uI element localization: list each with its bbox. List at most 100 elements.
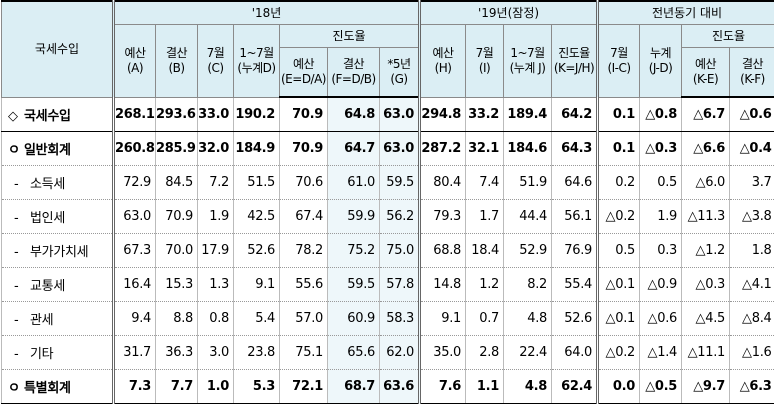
row-label: -법인세: [2, 200, 114, 234]
cell: 23.8: [234, 336, 280, 370]
cell: 3.0: [198, 336, 234, 370]
row-label-text: 관세: [30, 313, 53, 328]
cell: △1.2: [682, 234, 730, 268]
header-line: 예산: [115, 46, 155, 61]
cell: 67.4: [280, 200, 328, 234]
cell: 190.2: [234, 97, 280, 132]
row-marker: -: [14, 245, 30, 260]
cell: 70.9: [156, 200, 198, 234]
cell: 63.0: [380, 97, 420, 132]
group-header: '18년: [114, 1, 420, 25]
subgroup-header: 진도율: [682, 25, 774, 48]
cell: 9.1: [234, 268, 280, 302]
header-line: 7월: [599, 46, 639, 61]
column-header: 7월(C): [198, 25, 234, 98]
cell: 64.0: [552, 336, 598, 370]
column-header: 결산(B): [156, 25, 198, 98]
cell: 72.1: [280, 370, 328, 404]
cell: 7.6: [420, 370, 466, 404]
cell: 56.2: [380, 200, 420, 234]
cell: 67.3: [114, 234, 156, 268]
header-line: 진도율: [552, 46, 596, 61]
cell: 14.8: [420, 268, 466, 302]
header-line: (B): [156, 61, 197, 76]
header-line: 7월: [466, 46, 503, 61]
cell: 65.6: [328, 336, 380, 370]
cell: 9.1: [420, 302, 466, 336]
cell: 5.3: [234, 370, 280, 404]
cell: 75.0: [380, 234, 420, 268]
cell: △4.5: [682, 302, 730, 336]
row-label-text: 법인세: [30, 211, 65, 226]
cell: 44.4: [504, 200, 552, 234]
row-label-text: 부가가치세: [30, 245, 88, 260]
row-label: ◇국세수입: [2, 97, 114, 132]
cell: 42.5: [234, 200, 280, 234]
cell: 63.6: [380, 370, 420, 404]
column-header: 예산(E=D/A): [280, 48, 328, 98]
column-header: 예산(K-E): [682, 48, 730, 98]
cell: △4.1: [730, 268, 774, 302]
cell: △0.3: [682, 268, 730, 302]
cell: 1.8: [730, 234, 774, 268]
cell: 1.7: [466, 200, 504, 234]
column-header: 결산(F=D/B): [328, 48, 380, 98]
cell: 22.4: [504, 336, 552, 370]
cell: 1.2: [466, 268, 504, 302]
header-line: (K=J/H): [552, 61, 596, 76]
header-line: *5년: [380, 57, 418, 72]
cell: 15.3: [156, 268, 198, 302]
cell: △0.2: [598, 200, 640, 234]
column-header: 7월(I): [466, 25, 504, 98]
cell: 33.2: [466, 97, 504, 132]
header-line: (누계D): [234, 61, 279, 76]
cell: 75.2: [328, 234, 380, 268]
cell: 0.5: [640, 166, 682, 200]
cell: △0.9: [640, 268, 682, 302]
header-line: (F=D/B): [328, 72, 379, 87]
cell: 72.9: [114, 166, 156, 200]
cell: 64.2: [552, 97, 598, 132]
cell: 55.6: [280, 268, 328, 302]
cell: 2.8: [466, 336, 504, 370]
table-header: 국세수입 '18년 '19년(잠정) 전년동기 대비 예산(A) 결산(B) 7…: [2, 1, 774, 97]
cell: △1.6: [730, 336, 774, 370]
cell: △11.1: [682, 336, 730, 370]
cell: 59.5: [380, 166, 420, 200]
column-header: 7월(I-C): [598, 25, 640, 98]
cell: 7.3: [114, 370, 156, 404]
cell: 0.0: [598, 370, 640, 404]
cell: 287.2: [420, 132, 466, 166]
row-marker: ㅇ: [8, 139, 24, 158]
cell: 1.0: [198, 370, 234, 404]
row-label-text: 일반회계: [24, 143, 71, 158]
column-header: 1~7월(누계 J): [504, 25, 552, 98]
cell: 62.0: [380, 336, 420, 370]
cell: △9.7: [682, 370, 730, 404]
row-marker: -: [14, 177, 30, 192]
cell: 57.8: [380, 268, 420, 302]
header-line: (K-F): [730, 72, 774, 87]
cell: △0.3: [640, 132, 682, 166]
cell: 70.9: [280, 132, 328, 166]
cell: △6.0: [682, 166, 730, 200]
cell: △0.6: [640, 302, 682, 336]
column-header: 1~7월(누계D): [234, 25, 280, 98]
cell: 1.3: [198, 268, 234, 302]
cell: 59.5: [328, 268, 380, 302]
cell: 4.8: [504, 302, 552, 336]
cell: 285.9: [156, 132, 198, 166]
cell: 84.5: [156, 166, 198, 200]
header-line: (E=D/A): [280, 72, 327, 87]
cell: 0.1: [598, 97, 640, 132]
header-line: (I-C): [599, 61, 639, 76]
cell: 184.9: [234, 132, 280, 166]
cell: △6.6: [682, 132, 730, 166]
